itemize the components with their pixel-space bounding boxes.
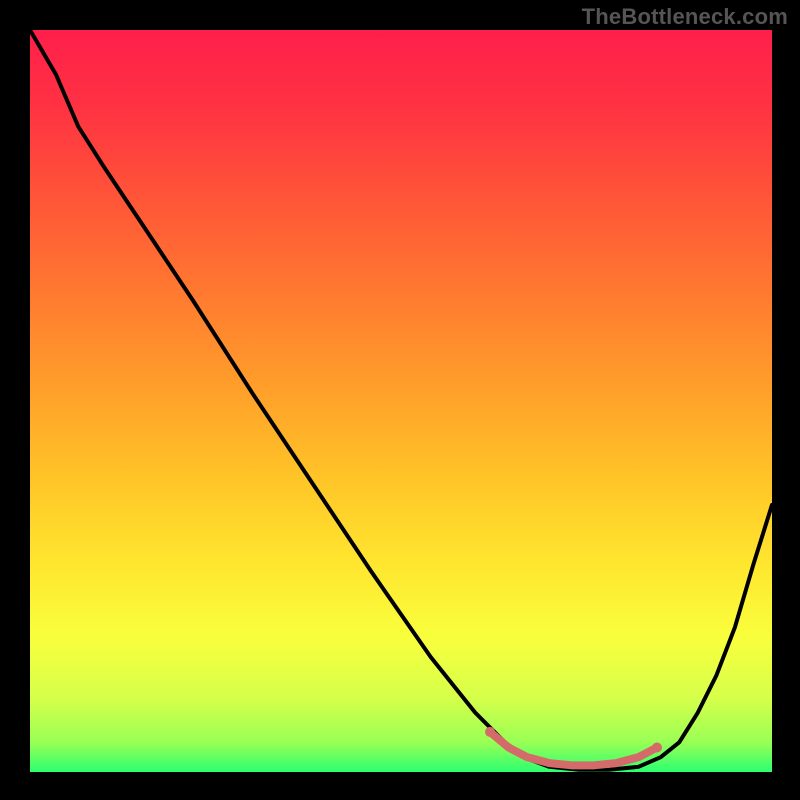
valley-marker-line bbox=[490, 732, 657, 765]
curve-layer bbox=[30, 30, 772, 772]
plot-area bbox=[30, 30, 772, 772]
bottleneck-curve bbox=[30, 30, 772, 770]
valley-marker-dot bbox=[652, 743, 662, 753]
chart-container: TheBottleneck.com bbox=[0, 0, 800, 800]
attribution-text: TheBottleneck.com bbox=[582, 4, 788, 30]
valley-marker-dot bbox=[485, 727, 495, 737]
